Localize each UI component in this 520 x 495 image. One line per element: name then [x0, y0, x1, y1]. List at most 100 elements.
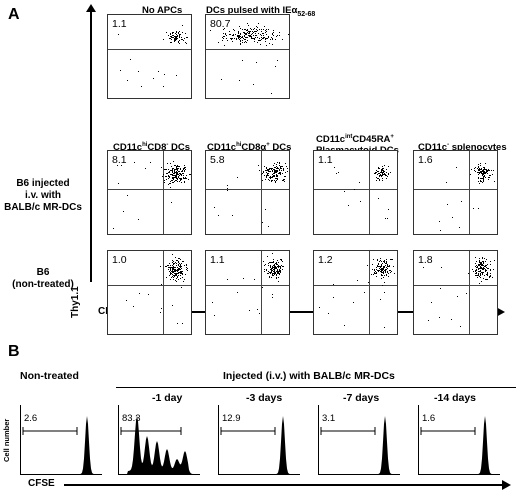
scatter-point [175, 169, 177, 171]
scatter-point [171, 36, 173, 38]
scatter-point [176, 37, 178, 39]
scatter-point [259, 34, 261, 36]
scatter-point [265, 269, 267, 271]
scatter-point [176, 35, 178, 37]
scatter-point [168, 270, 170, 272]
scatter-point [218, 214, 220, 216]
plot-value: 1.1 [112, 18, 127, 30]
scatter-point [254, 34, 256, 36]
gate-marker [420, 427, 476, 435]
scatter-point [174, 40, 176, 42]
scatter-point [263, 26, 265, 28]
scatter-point [175, 281, 177, 283]
scatter-point [336, 173, 338, 175]
scatter-point [169, 170, 171, 172]
scatter-point [182, 261, 184, 263]
scatter-point [175, 267, 177, 269]
scatter-point [179, 258, 181, 260]
scatter-point [172, 271, 174, 273]
scatter-point [383, 326, 385, 328]
scatter-point [174, 174, 176, 176]
scatter-point [183, 168, 185, 170]
scatter-point [276, 273, 278, 275]
scatter-point [171, 31, 173, 33]
scatter-point [183, 38, 185, 40]
scatter-point [175, 38, 177, 40]
hist-value: 83.3 [122, 413, 141, 424]
scatter-point [273, 176, 275, 178]
scatter-point [245, 29, 247, 31]
scatter-point [178, 36, 180, 38]
scatter-point [278, 276, 280, 278]
scatter-point [178, 176, 180, 178]
scatter-point [178, 177, 180, 179]
scatter-point [487, 177, 489, 178]
scatter-point [175, 264, 177, 266]
scatter-point [213, 207, 215, 209]
scatter-point [178, 42, 180, 44]
scatter-point [248, 34, 250, 36]
scatter-point [172, 170, 174, 172]
scatter-point [184, 170, 186, 172]
scatter-point [479, 182, 481, 184]
scatter-point [258, 37, 260, 39]
scatter-point [479, 276, 481, 278]
scatter-point [265, 172, 267, 174]
scatter-point [384, 263, 386, 265]
scatter-point [271, 44, 273, 46]
scatter-point [181, 274, 183, 276]
scatter-point [376, 266, 378, 268]
scatter-point [251, 33, 253, 35]
scatter-point [262, 37, 264, 39]
scatter-point [272, 31, 274, 33]
scatter-point [480, 168, 482, 170]
scatter-point [164, 176, 166, 178]
scatter-point [265, 31, 267, 33]
scatter-point [257, 164, 259, 166]
scatter-point [222, 36, 224, 38]
scatter-point [241, 36, 243, 38]
scatter-point [382, 169, 384, 171]
plot-value: 5.8 [210, 154, 225, 166]
scatter-point [388, 264, 390, 266]
scatter-point [493, 269, 495, 271]
scatter-point [483, 166, 485, 168]
hist-title-7days: -7 days [343, 392, 380, 404]
scatter-point [178, 180, 180, 182]
scatter-point [175, 172, 177, 174]
scatter-point [174, 37, 176, 39]
scatter-point [176, 75, 178, 77]
scatter-point [489, 264, 491, 266]
scatter-point [184, 181, 186, 183]
scatter-point [266, 272, 268, 274]
scatter-point [173, 276, 175, 278]
scatter-point [382, 275, 384, 277]
scatter-point [169, 171, 171, 173]
scatter-point [176, 180, 178, 182]
scatter-point [276, 166, 278, 168]
scatter-point [445, 181, 447, 183]
scatter-point [265, 175, 267, 177]
scatter-point [268, 226, 269, 228]
scatter-point [172, 167, 174, 169]
scatter-point [384, 281, 386, 283]
scatter-point [276, 176, 278, 178]
scatter-point [277, 272, 279, 274]
scatter-point [176, 179, 178, 181]
plot-value: 1.2 [318, 254, 333, 266]
plot-value: 80.7 [210, 18, 231, 30]
scatter-point [482, 265, 484, 267]
scatter-point [254, 31, 256, 33]
scatter-point [260, 44, 262, 46]
histogram-7days: 3.1 [318, 405, 400, 475]
scatter-point [278, 272, 280, 274]
scatter-point [384, 292, 385, 294]
scatter-point [169, 187, 171, 189]
scatter-point [260, 31, 262, 33]
scatter-point [476, 273, 478, 275]
scatter-point [477, 267, 479, 269]
scatter-point [382, 271, 384, 273]
scatter-point [183, 177, 185, 179]
scatter-point [270, 180, 272, 182]
scatter-point [168, 34, 170, 36]
